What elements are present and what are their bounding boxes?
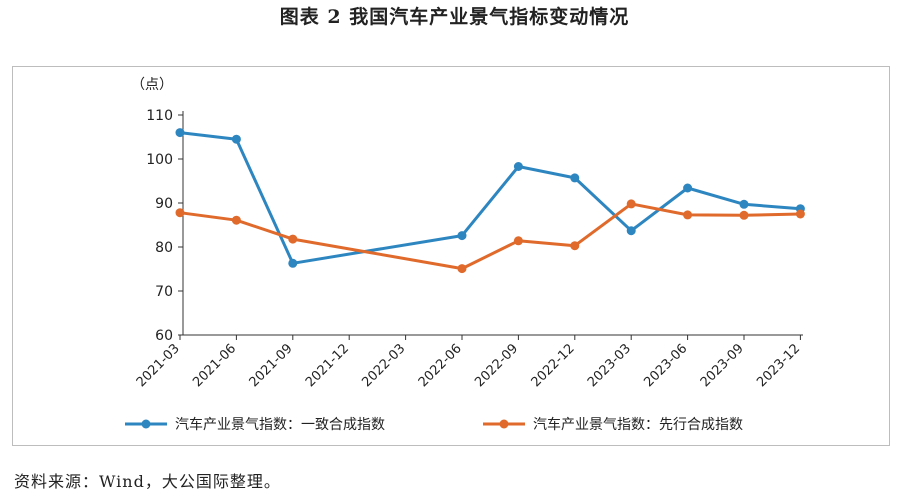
x-tick-label: 2022-09 xyxy=(472,341,521,390)
legend-label: 汽车产业景气指数：先行合成指数 xyxy=(533,416,743,433)
data-point-series-2 xyxy=(739,210,749,220)
data-point-series-2 xyxy=(795,209,805,219)
x-tick-label: 2022-06 xyxy=(416,341,465,390)
data-point-series-2 xyxy=(570,241,580,251)
data-point-series-2 xyxy=(288,234,298,244)
legend-swatch-marker xyxy=(141,419,151,429)
data-point-series-1 xyxy=(175,128,185,138)
data-point-series-2 xyxy=(457,264,467,274)
x-tick-label: 2023-09 xyxy=(698,341,747,390)
data-point-series-1 xyxy=(739,199,749,209)
source-note: 资料来源：Wind，大公国际整理。 xyxy=(14,472,281,491)
x-tick-label: 2021-12 xyxy=(303,341,352,390)
data-point-series-2 xyxy=(626,199,636,209)
legend-swatch-marker xyxy=(499,419,509,429)
series-line-1 xyxy=(179,131,801,265)
y-unit-label: （点） xyxy=(131,77,173,93)
series-line-2 xyxy=(179,202,801,271)
x-tick-label: 2023-03 xyxy=(585,341,634,390)
legend-label: 汽车产业景气指数：一致合成指数 xyxy=(175,416,385,433)
data-point-series-1 xyxy=(231,134,241,144)
y-tick-label: 110 xyxy=(146,108,173,124)
data-point-series-2 xyxy=(683,210,693,220)
chart-frame: （点） 60 70 80 90 100 110 2021-03 2021-06 2021-09 2… xyxy=(12,66,890,446)
figure-title: 图表 2 我国汽车产业景气指标变动情况 xyxy=(279,6,630,28)
x-tick-label: 2021-09 xyxy=(247,341,296,390)
data-point-series-2 xyxy=(513,236,523,246)
x-tick-label: 2022-12 xyxy=(529,341,578,390)
x-tick-label: 2021-06 xyxy=(190,341,239,390)
x-tick-label: 2023-06 xyxy=(641,341,690,390)
x-tick-label: 2021-03 xyxy=(134,341,183,390)
legend: 汽车产业景气指数：一致合成指数 汽车产业景气指数：先行合成指数 xyxy=(125,416,743,433)
data-point-series-1 xyxy=(288,258,298,268)
data-point-series-2 xyxy=(175,208,185,218)
x-tick-label: 2023-12 xyxy=(754,341,803,390)
x-tick-label: 2022-03 xyxy=(359,341,408,390)
y-tick-label: 90 xyxy=(155,196,173,212)
data-point-series-2 xyxy=(231,215,241,225)
y-tick-label: 100 xyxy=(146,152,173,168)
axes: 60 70 80 90 100 110 2021-03 2021-06 2021-09 2021-… xyxy=(134,108,803,390)
series-layer xyxy=(175,128,805,274)
data-point-series-1 xyxy=(457,231,467,241)
data-point-series-1 xyxy=(513,162,523,171)
data-point-series-1 xyxy=(570,173,580,183)
y-tick-label: 80 xyxy=(155,240,173,256)
y-tick-label: 60 xyxy=(155,328,173,344)
y-tick-label: 70 xyxy=(155,284,173,300)
data-point-series-1 xyxy=(626,226,636,236)
data-point-series-1 xyxy=(683,183,693,193)
